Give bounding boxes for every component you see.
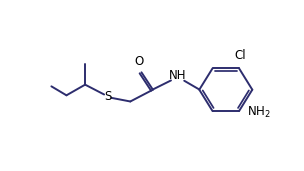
Text: NH$_2$: NH$_2$ — [247, 105, 271, 120]
Text: O: O — [134, 55, 144, 68]
Text: Cl: Cl — [235, 49, 246, 62]
Text: S: S — [104, 90, 111, 103]
Text: NH: NH — [169, 69, 186, 82]
